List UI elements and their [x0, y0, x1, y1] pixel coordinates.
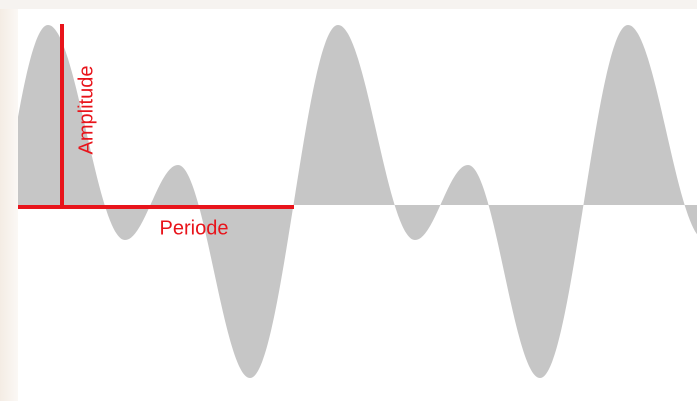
top-edge: [0, 0, 697, 9]
waveform: [18, 25, 697, 378]
left-edge: [0, 0, 18, 401]
period-label: Periode: [160, 217, 229, 239]
amplitude-label: Amplitude: [75, 66, 97, 155]
